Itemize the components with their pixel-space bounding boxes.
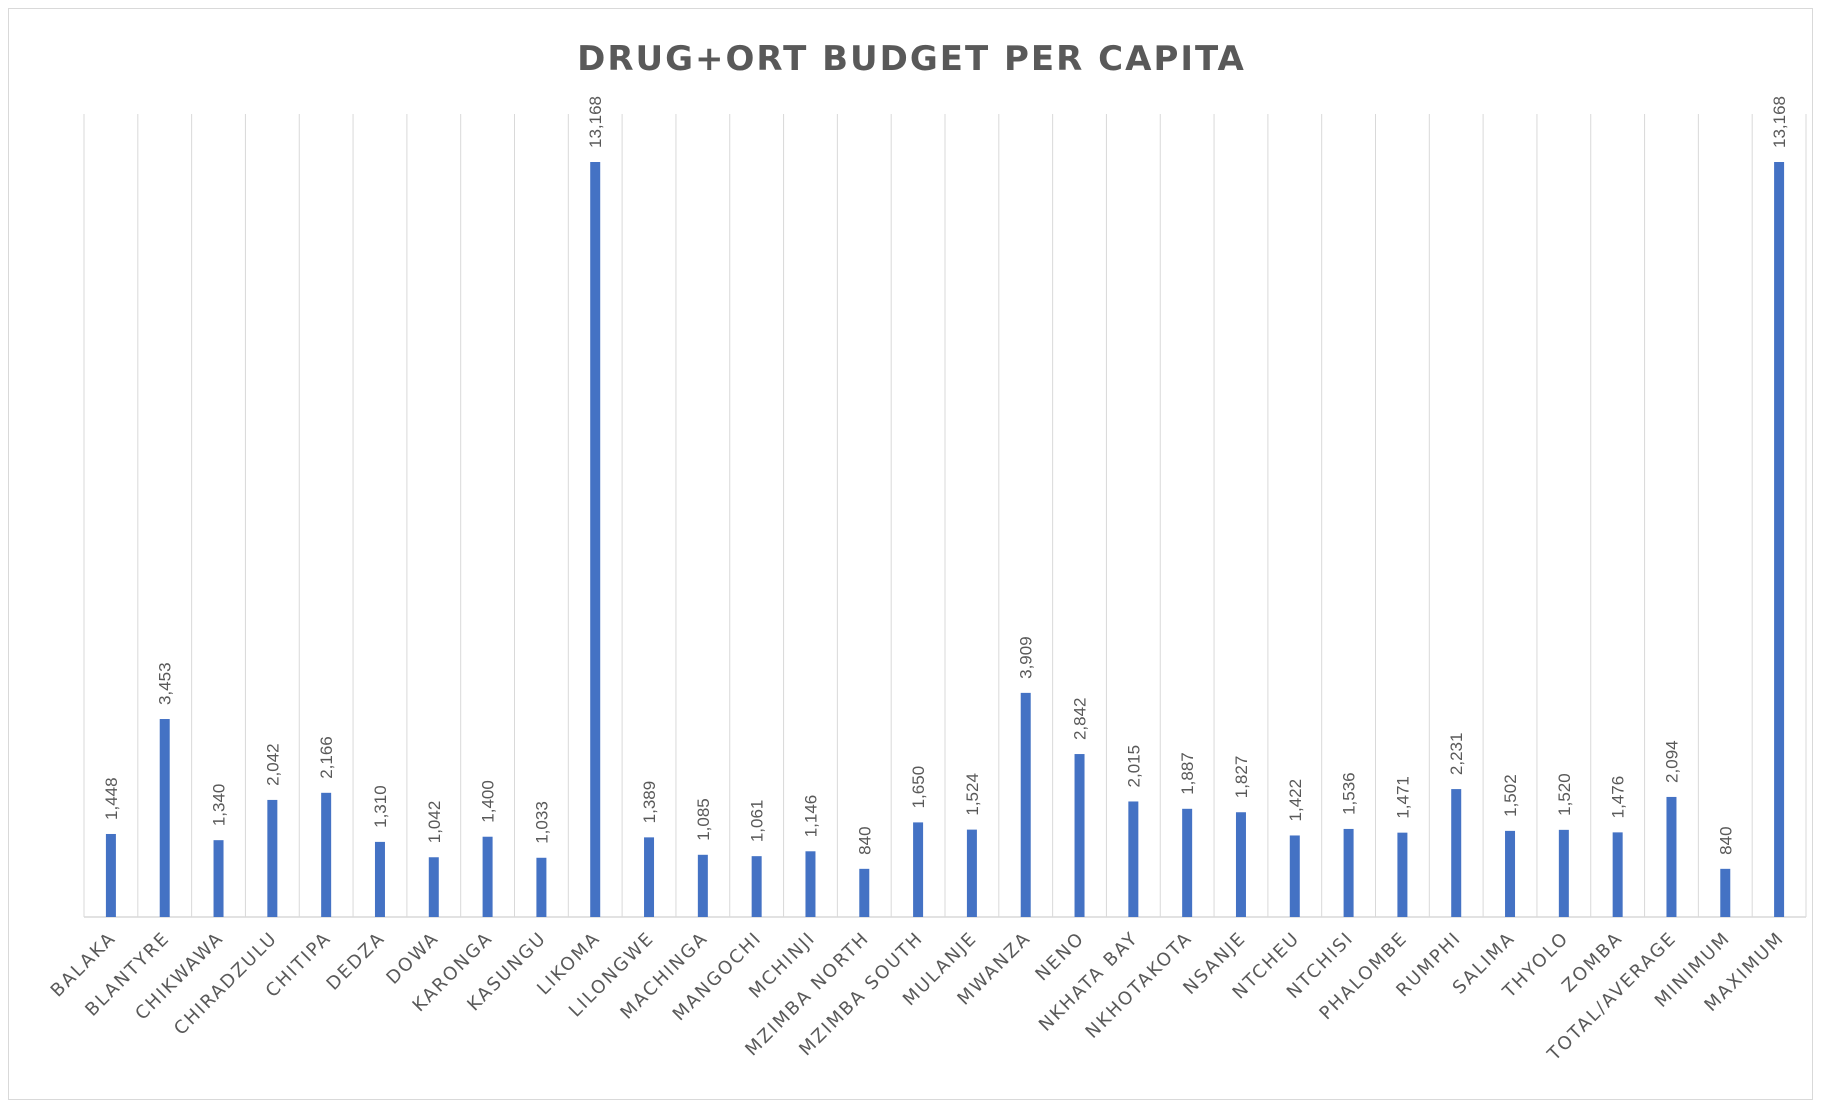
bar-kasungu [536, 857, 547, 917]
data-label: 1,887 [1178, 752, 1197, 795]
bar-mzimba-south [913, 822, 924, 917]
data-label: 840 [855, 826, 874, 854]
bar-chiradzulu [267, 799, 278, 917]
bar-nkhata-bay [1128, 801, 1139, 917]
bar-ntcheu [1289, 835, 1300, 917]
bar-mwanza [1020, 692, 1031, 917]
data-label: 2,842 [1071, 698, 1090, 741]
bar-nkhotakota [1182, 808, 1193, 917]
bar-ntchisi [1343, 828, 1354, 917]
data-label: 1,471 [1393, 776, 1412, 819]
bar-chitipa [321, 792, 332, 917]
bar-lilongwe [644, 837, 655, 917]
chart-frame: DRUG+ORT BUDGET PER CAPITA 1,448 3,453 1,3… [8, 8, 1813, 1100]
bar-mchinji [805, 851, 816, 917]
gridlines [83, 114, 1807, 917]
data-label: 1,042 [425, 801, 444, 844]
bar-mulanje [966, 829, 977, 917]
data-label: 1,340 [210, 784, 229, 827]
data-label: 13,168 [1770, 96, 1789, 148]
data-label: 3,909 [1017, 636, 1036, 679]
bar-dowa [428, 857, 439, 917]
data-label: 1,085 [694, 798, 713, 841]
data-labels: 1,448 3,453 1,340 2,042 2,166 1,310 1,042 1,400… [102, 96, 1789, 855]
x-tick-label: DEDZA [323, 928, 390, 995]
data-label: 1,476 [1609, 776, 1628, 819]
data-label: 13,168 [586, 96, 605, 148]
data-label: 1,536 [1340, 772, 1359, 815]
data-label: 2,094 [1662, 740, 1681, 783]
bar-balaka [105, 833, 116, 917]
data-label: 1,502 [1501, 774, 1520, 817]
data-label: 1,650 [909, 766, 928, 809]
bar-thyolo [1558, 829, 1569, 917]
x-axis-tick-labels: BALAKABLANTYRECHIKWAWACHIRADZULUCHITIPAD… [47, 928, 1789, 1066]
data-label: 1,033 [532, 801, 551, 844]
data-label: 2,166 [317, 736, 336, 779]
data-label: 1,448 [102, 777, 121, 820]
bar-machinga [697, 854, 708, 917]
bar-mzimba-north [859, 868, 870, 917]
bar-salima [1505, 830, 1516, 917]
bars [105, 162, 1785, 917]
data-label: 1,389 [640, 781, 659, 824]
bar-nsanje [1235, 812, 1246, 917]
data-label: 1,524 [963, 773, 982, 816]
bar-likoma [590, 162, 601, 917]
data-label: 1,827 [1232, 756, 1251, 799]
bar-neno [1074, 754, 1085, 917]
data-label: 1,146 [801, 795, 820, 838]
data-label: 1,400 [479, 780, 498, 823]
data-label: 2,042 [263, 743, 282, 786]
chart-plot: 1,448 3,453 1,340 2,042 2,166 1,310 1,042 1,400… [47, 96, 1807, 1066]
data-label: 1,520 [1555, 773, 1574, 816]
bar-chikwawa [213, 840, 224, 917]
bar-total-average [1666, 796, 1677, 917]
bar-maximum [1774, 162, 1785, 917]
bar-phalombe [1397, 832, 1408, 917]
bar-rumphi [1451, 789, 1462, 917]
data-label: 2,015 [1124, 745, 1143, 788]
bar-minimum [1720, 868, 1731, 917]
bar-mangochi [751, 856, 762, 917]
bar-karonga [482, 836, 493, 917]
bar-zomba [1612, 832, 1623, 917]
data-label: 840 [1716, 826, 1735, 854]
data-label: 1,310 [371, 785, 390, 828]
data-label: 2,231 [1447, 733, 1466, 776]
bar-dedza [374, 841, 385, 917]
data-label: 1,061 [748, 800, 767, 843]
data-label: 1,422 [1286, 779, 1305, 822]
data-label: 3,453 [156, 662, 175, 705]
bar-blantyre [159, 719, 170, 917]
chart-title: DRUG+ORT BUDGET PER CAPITA [577, 39, 1246, 79]
